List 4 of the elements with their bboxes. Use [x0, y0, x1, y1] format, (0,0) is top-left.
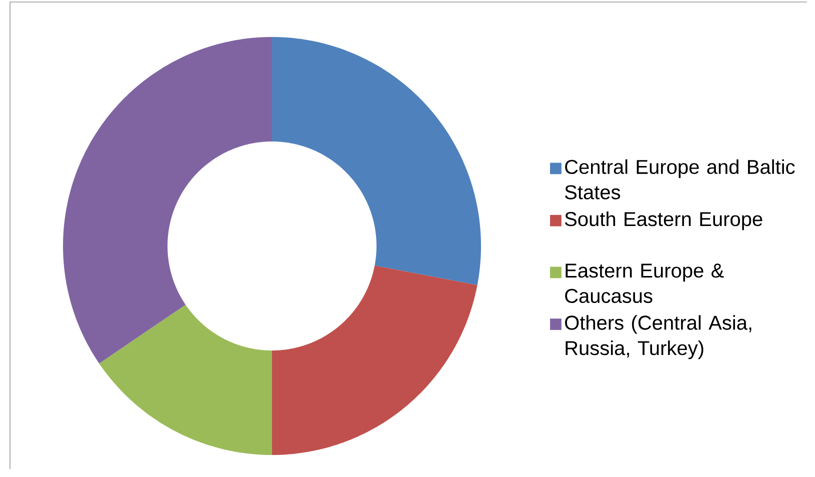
- legend-label: South Eastern Europe: [565, 211, 762, 230]
- legend-label: Others (Central Asia, Russia, Turkey): [565, 315, 752, 360]
- legend-label: Eastern Europe & Caucasus: [565, 264, 724, 304]
- legend-label: Central Europe and Baltic States: [565, 159, 795, 200]
